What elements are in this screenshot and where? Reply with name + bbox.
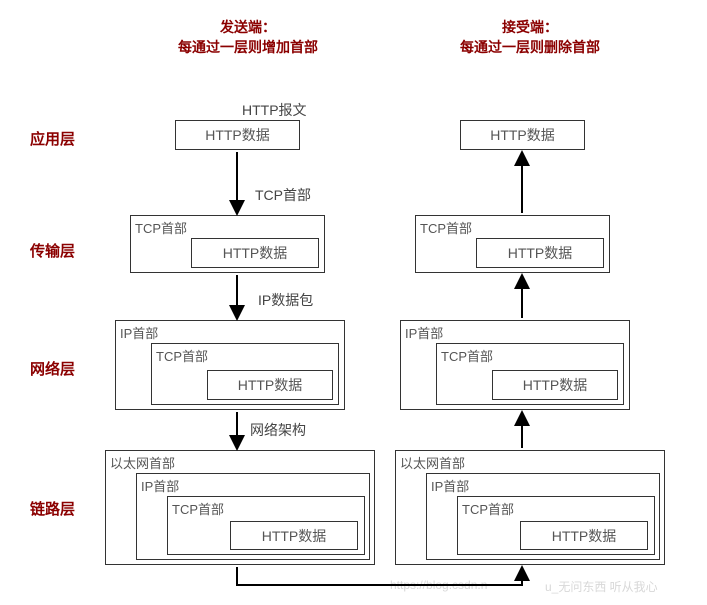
http-data-label: HTTP数据	[205, 125, 270, 145]
watermark-url: https://blog.csdn.n	[390, 578, 487, 592]
title-receiver: 接受端： 每通过一层则删除首部	[430, 18, 630, 57]
sender-transport-box: TCP首部 HTTP数据	[130, 215, 325, 273]
ip-hdr-label: IP首部	[405, 323, 443, 342]
sender-link-tcp: TCP首部 HTTP数据	[167, 496, 365, 555]
watermark-author: u_无问东西 听从我心	[545, 578, 658, 595]
http-data-label: HTTP数据	[238, 375, 303, 395]
ip-hdr-label: IP首部	[141, 476, 179, 495]
receiver-network-box: IP首部 TCP首部 HTTP数据	[400, 320, 630, 410]
title-sender: 发送端： 每通过一层则增加首部	[148, 18, 348, 57]
sender-network-http: HTTP数据	[207, 370, 333, 400]
http-data-label: HTTP数据	[223, 243, 288, 263]
sender-network-tcp: TCP首部 HTTP数据	[151, 343, 339, 405]
ip-hdr-label: IP首部	[431, 476, 469, 495]
sender-app-box: HTTP数据	[175, 120, 300, 150]
layer-label-app: 应用层	[30, 128, 75, 149]
tcp-hdr-label: TCP首部	[441, 346, 493, 365]
ip-hdr-label: IP首部	[120, 323, 158, 342]
caption-ip-pkt: IP数据包	[258, 290, 313, 310]
receiver-network-tcp: TCP首部 HTTP数据	[436, 343, 624, 405]
tcp-hdr-label: TCP首部	[420, 218, 472, 237]
sender-link-box: 以太网首部 IP首部 TCP首部 HTTP数据	[105, 450, 375, 565]
tcp-hdr-label: TCP首部	[462, 499, 514, 518]
sender-link-http: HTTP数据	[230, 521, 358, 550]
http-data-label: HTTP数据	[523, 375, 588, 395]
tcp-hdr-label: TCP首部	[135, 218, 187, 237]
receiver-app-box: HTTP数据	[460, 120, 585, 150]
caption-http-msg: HTTP报文	[242, 100, 307, 120]
receiver-transport-inner: HTTP数据	[476, 238, 604, 268]
http-data-label: HTTP数据	[508, 243, 573, 263]
receiver-link-tcp: TCP首部 HTTP数据	[457, 496, 655, 555]
http-data-label: HTTP数据	[552, 526, 617, 546]
receiver-link-ip: IP首部 TCP首部 HTTP数据	[426, 473, 660, 560]
receiver-link-box: 以太网首部 IP首部 TCP首部 HTTP数据	[395, 450, 665, 565]
sender-link-ip: IP首部 TCP首部 HTTP数据	[136, 473, 370, 560]
sender-network-box: IP首部 TCP首部 HTTP数据	[115, 320, 345, 410]
layer-label-link: 链路层	[30, 498, 75, 519]
caption-tcp-hdr: TCP首部	[255, 185, 311, 205]
receiver-transport-box: TCP首部 HTTP数据	[415, 215, 610, 273]
tcp-hdr-label: TCP首部	[172, 499, 224, 518]
receiver-network-http: HTTP数据	[492, 370, 618, 400]
layer-label-transport: 传输层	[30, 240, 75, 261]
caption-net-frame: 网络架构	[250, 420, 306, 440]
http-data-label: HTTP数据	[490, 125, 555, 145]
sender-transport-inner: HTTP数据	[191, 238, 319, 268]
http-data-label: HTTP数据	[262, 526, 327, 546]
layer-label-network: 网络层	[30, 358, 75, 379]
receiver-link-http: HTTP数据	[520, 521, 648, 550]
eth-hdr-label: 以太网首部	[110, 453, 175, 472]
eth-hdr-label: 以太网首部	[400, 453, 465, 472]
tcp-hdr-label: TCP首部	[156, 346, 208, 365]
